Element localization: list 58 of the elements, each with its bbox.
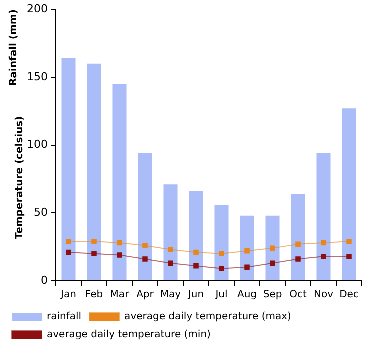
point (270, 246, 276, 252)
point (66, 239, 72, 244)
y-axis-title: Rainfall (mm) (8, 10, 20, 86)
x-tick-label: Apr (136, 290, 155, 301)
point (244, 264, 250, 270)
bar (87, 64, 102, 280)
point (346, 254, 352, 260)
x-tick-label: Sep (263, 290, 282, 301)
x-tick-label: Jan (60, 290, 76, 301)
bar (342, 108, 356, 280)
point (142, 243, 148, 248)
bar (189, 191, 204, 280)
point (117, 240, 122, 246)
bar (291, 194, 306, 280)
y-tick-label: 200 (26, 2, 48, 16)
point (117, 252, 122, 258)
legend-label: rainfall (47, 312, 82, 323)
x-tick-label: Feb (85, 290, 104, 301)
point (194, 250, 199, 256)
point (66, 250, 72, 256)
point (346, 239, 352, 244)
point (142, 256, 148, 262)
bar (316, 153, 331, 280)
point (321, 240, 326, 246)
point (168, 260, 174, 266)
legend-label: average daily temperature (max) (124, 312, 292, 323)
bar (62, 58, 76, 280)
bar (112, 84, 127, 280)
y-tick-label: 50 (34, 206, 48, 220)
point (194, 263, 199, 269)
bar (164, 184, 178, 280)
point (92, 239, 97, 244)
point (244, 248, 250, 254)
point (321, 254, 326, 260)
x-tick-label: Oct (290, 290, 307, 301)
x-tick-label: Mar (110, 290, 130, 301)
bar (214, 205, 229, 280)
x-tick-label: Jul (214, 290, 228, 301)
text: Temperature (celsius) (14, 116, 26, 240)
point (219, 251, 224, 256)
bar (240, 216, 254, 280)
x-tick-label: May (160, 290, 182, 301)
y-tick-label: 150 (26, 70, 48, 84)
bar (266, 216, 280, 280)
x-tick-label: Jun (187, 290, 204, 301)
x-tick-label: Dec (340, 290, 359, 301)
y-tick-label: 0 (40, 274, 48, 287)
point (296, 242, 301, 247)
point (270, 260, 276, 266)
x-tick-label: Aug (237, 290, 258, 301)
point (168, 247, 174, 252)
point (219, 266, 224, 272)
legend-label: average daily temperature (min) (47, 330, 212, 341)
y-tick-label: 100 (26, 138, 48, 152)
x-tick-label: Nov (314, 290, 334, 301)
point (296, 256, 301, 262)
bar (138, 153, 152, 280)
point (92, 251, 97, 256)
